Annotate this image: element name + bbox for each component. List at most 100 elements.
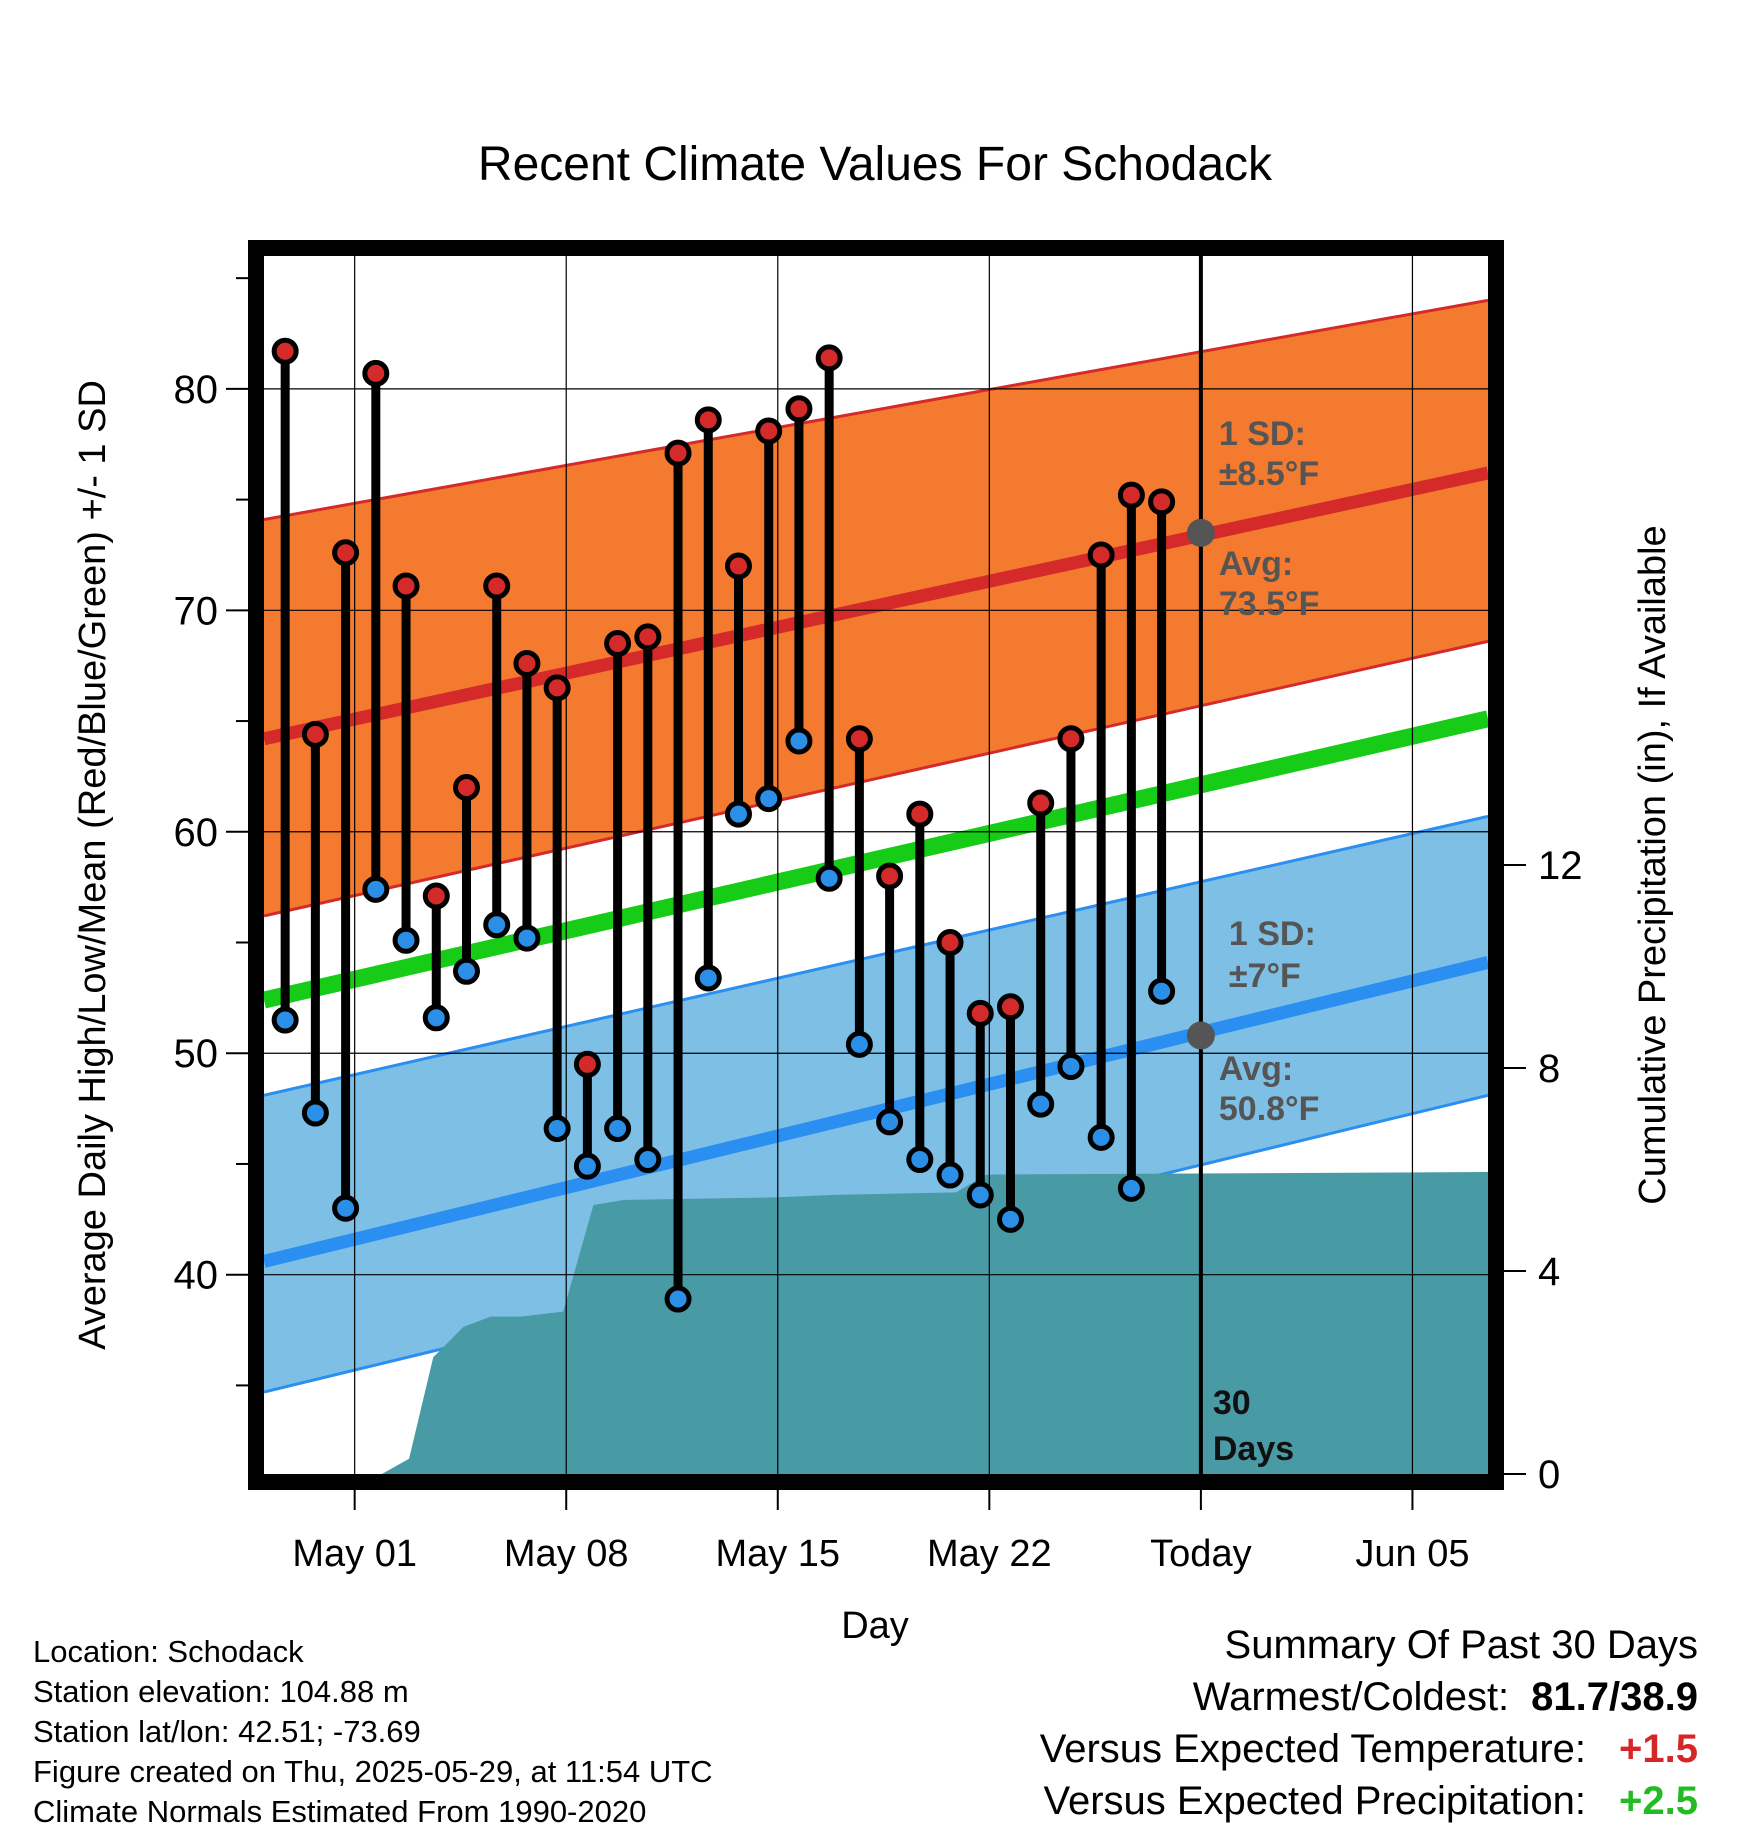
daily-high-point [906, 800, 934, 828]
x-tick-label: May 08 [504, 1533, 629, 1575]
y2-tick-label: 4 [1538, 1250, 1560, 1294]
daily-low-point [573, 1152, 601, 1180]
daily-high-point [724, 552, 752, 580]
y2-tick-label: 8 [1538, 1047, 1560, 1091]
high-sd-band-upper-edge [264, 298, 1488, 522]
daily-low-point [513, 924, 541, 952]
precip-value: +2.5 [1619, 1779, 1698, 1823]
x-tick-label: Today [1150, 1533, 1251, 1575]
daily-high-point [996, 993, 1024, 1021]
created-text: Figure created on Thu, 2025-05-29, at 11… [33, 1754, 713, 1789]
precip-area [381, 1172, 1488, 1474]
daily-high-point [1087, 541, 1115, 569]
daily-high-point [1148, 488, 1176, 516]
daily-low-point [634, 1146, 662, 1174]
normal-low-line [264, 956, 1488, 1268]
high-avg-label: Avg: [1219, 545, 1293, 583]
daily-high-point [392, 572, 420, 600]
low-sd-band [264, 816, 1488, 1393]
daily-high-point [573, 1050, 601, 1078]
daily-low-point [1027, 1090, 1055, 1118]
daily-low-point [664, 1285, 692, 1313]
daily-high-point [845, 725, 873, 753]
daily-high-point [966, 999, 994, 1027]
daily-low-point [876, 1108, 904, 1136]
daily-high-point [513, 649, 541, 677]
daily-high-point [301, 720, 329, 748]
daily-low-point [604, 1115, 632, 1143]
warmest-row: Warmest/Coldest: 81.7/38.9 [1040, 1671, 1698, 1723]
high-avg-value: 73.5°F [1219, 585, 1320, 623]
daily-low-point [543, 1115, 571, 1143]
latlon-text: Station lat/lon: 42.51; -73.69 [33, 1714, 421, 1749]
daily-high-point [664, 439, 692, 467]
daily-low-point [936, 1161, 964, 1189]
low-sd-label: 1 SD: [1229, 915, 1316, 953]
y-tick-label: 50 [174, 1032, 219, 1076]
daily-high-point [876, 862, 904, 890]
normal-high-line [264, 466, 1488, 746]
today-high-avg-dot [1186, 518, 1215, 547]
daily-high-point [543, 674, 571, 702]
daily-high-point [815, 344, 843, 372]
daily-low-point [966, 1181, 994, 1209]
daily-low-point [1057, 1053, 1085, 1081]
y-tick-label: 70 [174, 589, 219, 633]
daily-low-point [845, 1030, 873, 1058]
daily-low-point [996, 1205, 1024, 1233]
daily-low-point [785, 727, 813, 755]
x-tick-label: May 01 [292, 1533, 417, 1575]
y-tick-label: 60 [174, 811, 219, 855]
summary-panel: Summary Of Past 30 Days Warmest/Coldest:… [1040, 1619, 1698, 1827]
daily-low-point [724, 800, 752, 828]
normals-text: Climate Normals Estimated From 1990-2020 [33, 1794, 647, 1829]
daily-low-point [271, 1006, 299, 1034]
x-tick-label: Jun 05 [1355, 1533, 1469, 1575]
today-low-avg-dot [1186, 1021, 1215, 1050]
daily-high-point [452, 773, 480, 801]
daily-high-point [1117, 481, 1145, 509]
x-tick-label: May 22 [927, 1533, 1052, 1575]
daily-low-point [392, 926, 420, 954]
daily-high-point [422, 882, 450, 910]
daily-low-point [1087, 1123, 1115, 1151]
low-avg-value: 50.8°F [1219, 1090, 1320, 1128]
low-avg-label: Avg: [1219, 1050, 1293, 1088]
days-count-label: 30 [1213, 1384, 1251, 1422]
daily-high-point [936, 929, 964, 957]
y2-tick-label: 12 [1538, 844, 1583, 888]
plot-frame [248, 240, 1504, 1490]
daily-low-point [1148, 977, 1176, 1005]
station-info: Location: Schodack Station elevation: 10… [33, 1632, 713, 1832]
daily-high-point [694, 406, 722, 434]
y-axis-label: Average Daily High/Low/Mean (Red/Blue/Gr… [72, 380, 114, 1350]
daily-low-point [422, 1004, 450, 1032]
daily-low-point [362, 875, 390, 903]
daily-low-point [755, 785, 783, 813]
daily-high-point [604, 630, 632, 658]
daily-low-point [694, 964, 722, 992]
temp-value: +1.5 [1619, 1727, 1698, 1771]
daily-high-point [483, 572, 511, 600]
daily-high-point [271, 337, 299, 365]
y2-tick-label: 0 [1538, 1453, 1560, 1497]
warmest-value: 81.7/38.9 [1531, 1675, 1698, 1719]
daily-low-point [452, 957, 480, 985]
days-word-label: Days [1213, 1430, 1294, 1468]
y-tick-label: 80 [174, 368, 219, 412]
daily-high-point [332, 539, 360, 567]
precip-label: Versus Expected Precipitation: [1043, 1779, 1586, 1823]
precip-row: Versus Expected Precipitation: +2.5 [1040, 1775, 1698, 1827]
low-sd-band-upper-edge [264, 814, 1488, 1097]
y2-axis-label: Cumulative Precipitation (in), If Availa… [1632, 525, 1674, 1204]
daily-low-point [332, 1194, 360, 1222]
temp-row: Versus Expected Temperature: +1.5 [1040, 1723, 1698, 1775]
y-tick-label: 40 [174, 1254, 219, 1298]
daily-high-point [785, 395, 813, 423]
daily-high-point [634, 623, 662, 651]
warmest-label: Warmest/Coldest: [1192, 1675, 1510, 1719]
high-sd-label: 1 SD: [1219, 415, 1306, 453]
daily-high-point [1027, 789, 1055, 817]
daily-low-point [815, 864, 843, 892]
